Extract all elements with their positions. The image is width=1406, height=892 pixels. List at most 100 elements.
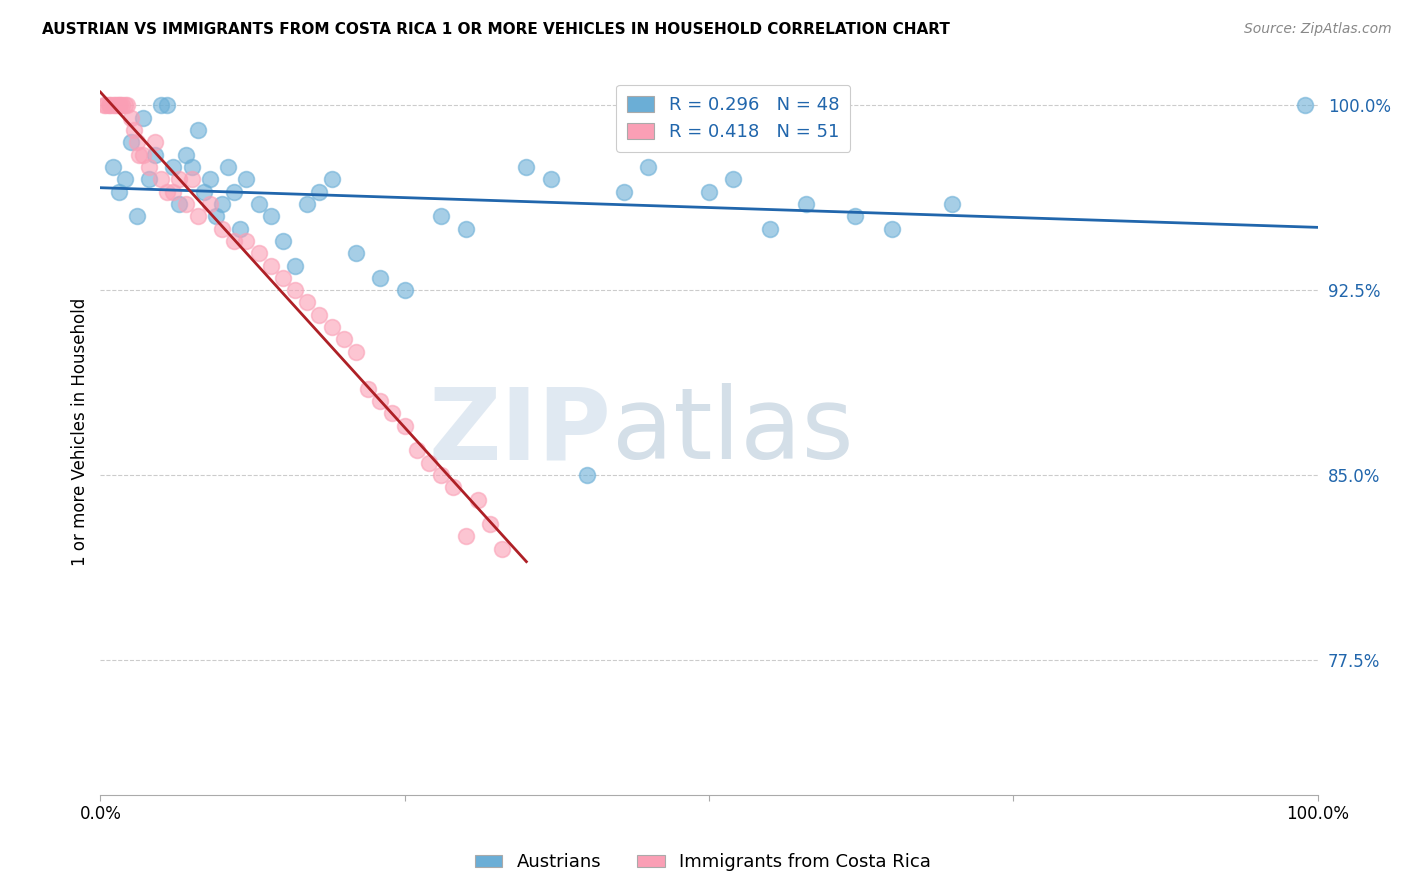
Point: [515, 160, 537, 174]
Point: [138, 172, 160, 186]
Point: [169, 172, 191, 186]
Point: [180, 160, 202, 174]
Point: [193, 185, 215, 199]
Point: [180, 172, 202, 186]
Point: [128, 147, 150, 161]
Point: [260, 259, 283, 273]
Point: [491, 541, 513, 556]
Point: [132, 147, 155, 161]
Point: [430, 467, 453, 482]
Point: [357, 382, 380, 396]
Point: [138, 160, 160, 174]
Point: [344, 246, 367, 260]
Point: [143, 147, 166, 161]
Point: [187, 123, 209, 137]
Point: [150, 172, 173, 186]
Point: [104, 98, 127, 112]
Point: [101, 160, 124, 174]
Point: [97, 98, 120, 112]
Point: [114, 172, 136, 186]
Y-axis label: 1 or more Vehicles in Household: 1 or more Vehicles in Household: [72, 298, 89, 566]
Point: [284, 283, 307, 297]
Point: [880, 221, 903, 235]
Point: [114, 98, 136, 112]
Point: [368, 271, 391, 285]
Point: [198, 172, 221, 186]
Text: ZIP: ZIP: [429, 384, 612, 480]
Point: [321, 320, 343, 334]
Point: [941, 197, 963, 211]
Point: [308, 185, 330, 199]
Point: [124, 123, 146, 137]
Point: [156, 185, 179, 199]
Point: [613, 185, 636, 199]
Point: [247, 197, 270, 211]
Point: [224, 185, 246, 199]
Point: [723, 172, 745, 186]
Point: [284, 259, 307, 273]
Point: [217, 160, 239, 174]
Point: [143, 136, 166, 150]
Point: [321, 172, 343, 186]
Point: [454, 529, 477, 543]
Point: [229, 221, 252, 235]
Point: [96, 98, 118, 112]
Point: [187, 209, 209, 223]
Point: [697, 185, 720, 199]
Point: [297, 295, 319, 310]
Point: [107, 185, 129, 199]
Point: [205, 209, 228, 223]
Point: [368, 394, 391, 409]
Point: [120, 136, 142, 150]
Point: [333, 333, 356, 347]
Point: [260, 209, 283, 223]
Point: [125, 209, 148, 223]
Point: [637, 160, 659, 174]
Point: [211, 221, 233, 235]
Point: [759, 221, 782, 235]
Point: [125, 136, 148, 150]
Legend: R = 0.296   N = 48, R = 0.418   N = 51: R = 0.296 N = 48, R = 0.418 N = 51: [616, 85, 851, 152]
Point: [115, 98, 138, 112]
Point: [98, 98, 121, 112]
Legend: Austrians, Immigrants from Costa Rica: Austrians, Immigrants from Costa Rica: [468, 847, 938, 879]
Text: atlas: atlas: [612, 384, 853, 480]
Point: [308, 308, 330, 322]
Point: [418, 456, 440, 470]
Point: [174, 197, 197, 211]
Text: AUSTRIAN VS IMMIGRANTS FROM COSTA RICA 1 OR MORE VEHICLES IN HOUSEHOLD CORRELATI: AUSTRIAN VS IMMIGRANTS FROM COSTA RICA 1…: [42, 22, 950, 37]
Point: [344, 344, 367, 359]
Point: [235, 172, 257, 186]
Point: [150, 98, 173, 112]
Point: [454, 221, 477, 235]
Point: [198, 197, 221, 211]
Point: [467, 492, 489, 507]
Point: [162, 185, 184, 199]
Point: [224, 234, 246, 248]
Point: [394, 418, 416, 433]
Point: [844, 209, 866, 223]
Point: [394, 283, 416, 297]
Point: [111, 98, 134, 112]
Point: [156, 98, 179, 112]
Point: [271, 234, 294, 248]
Point: [441, 480, 464, 494]
Point: [174, 147, 197, 161]
Point: [93, 98, 115, 112]
Point: [381, 406, 404, 420]
Point: [478, 517, 501, 532]
Text: Source: ZipAtlas.com: Source: ZipAtlas.com: [1244, 22, 1392, 37]
Point: [107, 98, 129, 112]
Point: [271, 271, 294, 285]
Point: [540, 172, 562, 186]
Point: [162, 160, 184, 174]
Point: [101, 98, 124, 112]
Point: [796, 197, 818, 211]
Point: [247, 246, 270, 260]
Point: [576, 467, 599, 482]
Point: [297, 197, 319, 211]
Point: [105, 98, 128, 112]
Point: [169, 197, 191, 211]
Point: [235, 234, 257, 248]
Point: [211, 197, 233, 211]
